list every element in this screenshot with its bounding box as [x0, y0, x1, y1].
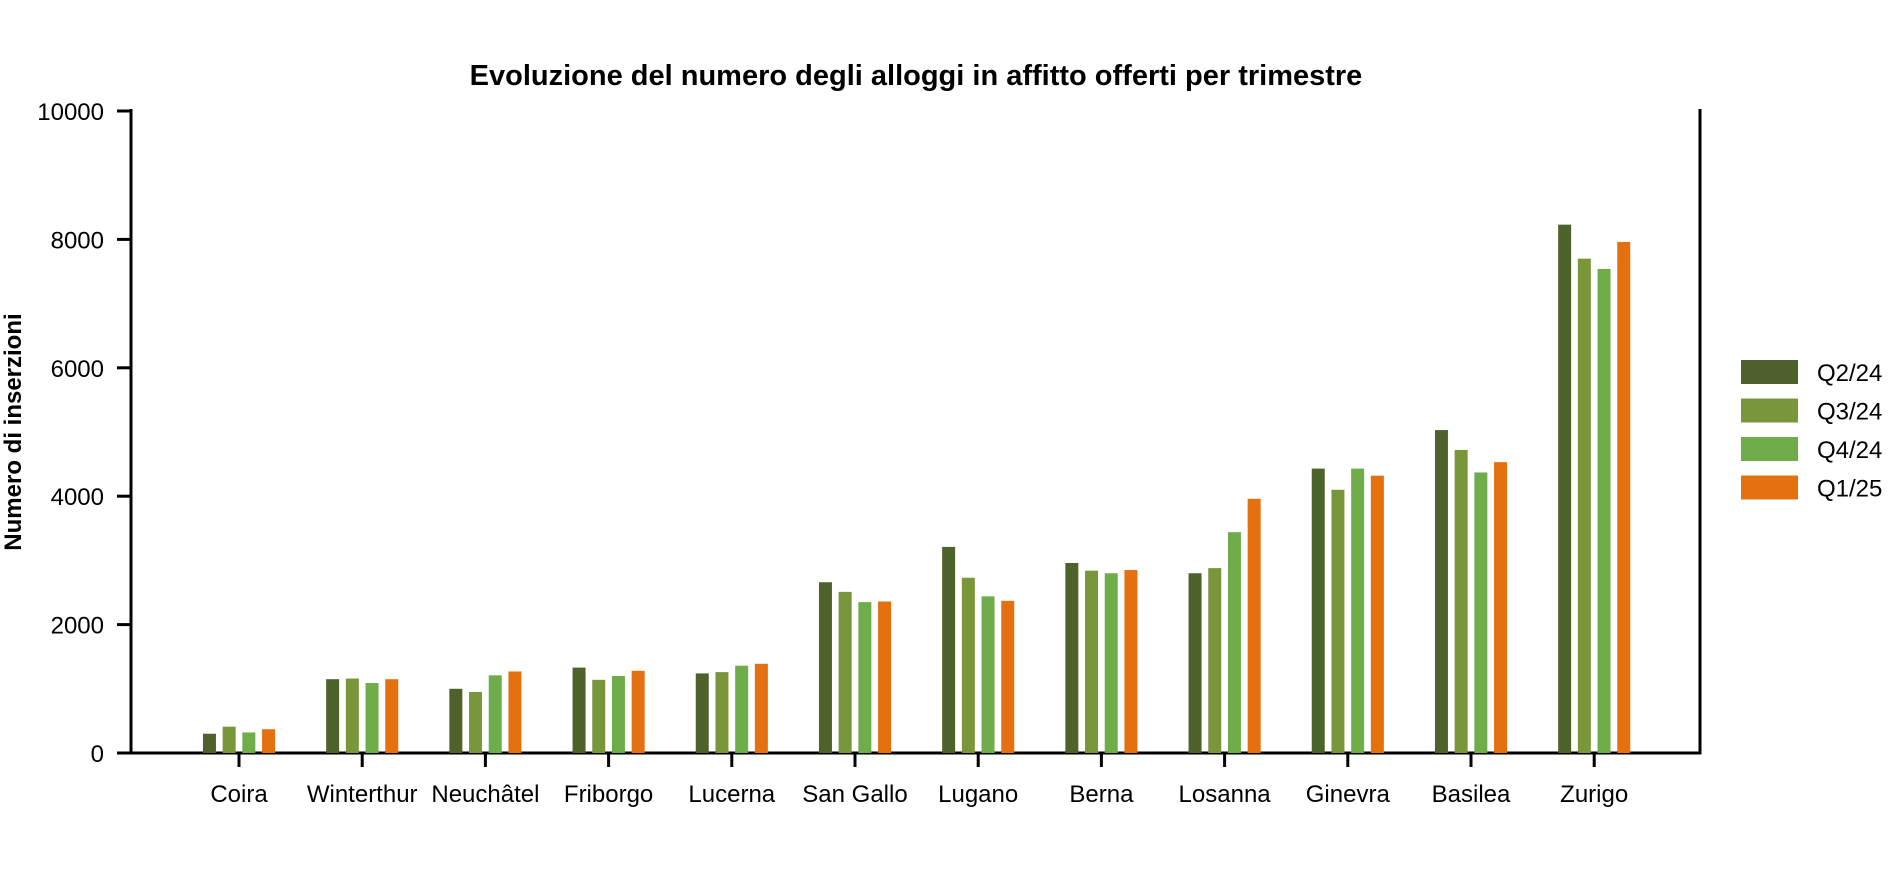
x-tick-label: Friborgo	[564, 781, 653, 808]
bar-lucerna-q1-25	[754, 663, 768, 753]
bar-lugano-q1-25	[1001, 600, 1015, 753]
x-tick-label: Basilea	[1432, 781, 1511, 808]
bar-zurigo-q1-25	[1617, 241, 1631, 753]
bar-ginevra-q2-24	[1311, 468, 1325, 753]
x-tick-label: Zurigo	[1560, 781, 1628, 808]
bar-friborgo-q1-25	[631, 670, 645, 753]
y-tick-label: 4000	[51, 484, 104, 511]
x-tick-label: Neuchâtel	[431, 781, 539, 808]
legend-label: Q3/24	[1817, 399, 1882, 426]
bar-basilea-q4-24	[1474, 472, 1488, 753]
bar-losanna-q1-25	[1247, 498, 1261, 753]
bar-lucerna-q3-24	[715, 672, 729, 753]
y-axis-label: Numero di inserzioni	[0, 313, 27, 550]
bar-zurigo-q4-24	[1597, 268, 1611, 753]
plot-area: 0 2000 4000 6000 8000 10000 Coira Winterthur Neu…	[37, 99, 1702, 808]
bar-coira-q2-24	[202, 733, 216, 753]
x-tick-label: Berna	[1069, 781, 1134, 808]
bar-friborgo-q4-24	[611, 675, 625, 753]
bar-friborgo-q3-24	[592, 679, 606, 753]
bar-berna-q4-24	[1104, 573, 1118, 753]
bar-coira-q1-25	[262, 729, 276, 753]
bar-coira-q3-24	[222, 726, 236, 753]
bar-san-gallo-q2-24	[818, 582, 832, 753]
legend-swatch	[1741, 437, 1798, 461]
legend-swatch	[1741, 398, 1798, 423]
bar-san-gallo-q1-25	[878, 601, 892, 753]
bar-losanna-q4-24	[1227, 532, 1241, 753]
bar-winterthur-q3-24	[345, 678, 359, 753]
bar-san-gallo-q4-24	[858, 602, 872, 753]
bar-losanna-q3-24	[1208, 568, 1222, 753]
bar-neuchâtel-q3-24	[469, 692, 483, 753]
bar-zurigo-q3-24	[1577, 258, 1591, 753]
bar-berna-q3-24	[1085, 570, 1099, 753]
bar-neuchâtel-q2-24	[449, 688, 463, 753]
x-tick-label: San Gallo	[802, 781, 907, 808]
bar-lugano-q2-24	[942, 546, 956, 753]
x-tick-label: Lucerna	[688, 781, 775, 808]
legend-swatch	[1741, 360, 1798, 384]
bar-lugano-q4-24	[981, 596, 995, 753]
y-tick-label: 6000	[51, 356, 104, 383]
bar-basilea-q3-24	[1454, 449, 1468, 753]
bar-berna-q2-24	[1065, 562, 1079, 753]
bar-san-gallo-q3-24	[838, 591, 852, 753]
bar-ginevra-q3-24	[1331, 489, 1345, 753]
x-tick-label: Winterthur	[307, 781, 418, 808]
bar-lugano-q3-24	[961, 577, 975, 753]
legend-swatch	[1741, 475, 1798, 500]
x-tick-label: Ginevra	[1306, 781, 1391, 808]
x-tick-label: Lugano	[938, 781, 1018, 808]
bar-coira-q4-24	[242, 732, 256, 753]
x-tick-label: Coira	[210, 781, 268, 808]
bar-losanna-q2-24	[1188, 573, 1202, 753]
bar-lucerna-q2-24	[695, 673, 709, 753]
bar-winterthur-q4-24	[365, 683, 379, 753]
bar-ginevra-q1-25	[1370, 475, 1384, 753]
bar-winterthur-q2-24	[326, 679, 340, 753]
y-tick-label: 8000	[51, 227, 104, 254]
y-tick-label: 0	[91, 741, 104, 768]
y-tick-label: 2000	[51, 613, 104, 640]
y-tick-label: 10000	[37, 99, 104, 126]
bar-zurigo-q2-24	[1558, 224, 1572, 753]
chart-title: Evoluzione del numero degli alloggi in a…	[470, 60, 1363, 92]
bar-ginevra-q4-24	[1351, 468, 1365, 753]
bar-neuchâtel-q1-25	[508, 671, 522, 753]
legend-label: Q2/24	[1817, 360, 1882, 387]
bar-neuchâtel-q4-24	[488, 675, 502, 753]
legend: Q2/24 Q3/24 Q4/24 Q1/25	[1741, 360, 1882, 503]
legend-label: Q1/25	[1817, 476, 1882, 503]
legend-label: Q4/24	[1817, 437, 1882, 464]
bar-lucerna-q4-24	[735, 665, 749, 753]
bar-friborgo-q2-24	[572, 667, 586, 753]
bar-basilea-q2-24	[1434, 430, 1448, 753]
x-tick-label: Losanna	[1179, 781, 1272, 808]
bar-winterthur-q1-25	[385, 679, 399, 753]
bar-berna-q1-25	[1124, 570, 1138, 753]
bar-basilea-q1-25	[1494, 462, 1508, 753]
